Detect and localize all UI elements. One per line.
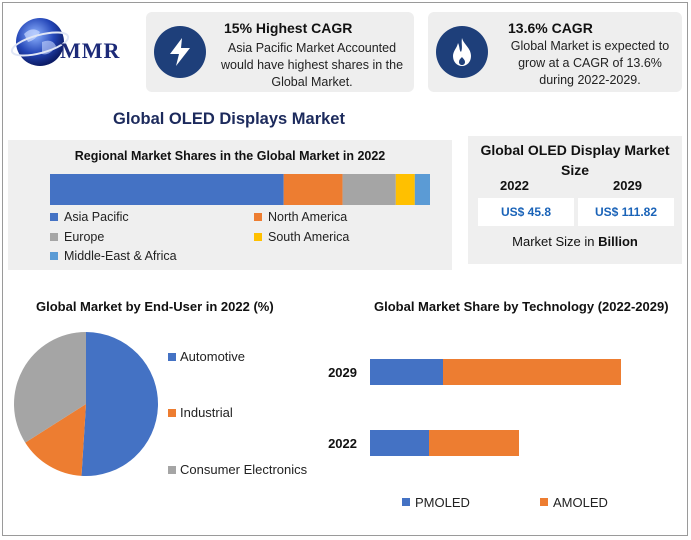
legend-item-automotive: Automotive [168,349,245,364]
legend-item-south-america: South America [254,230,349,244]
legend-swatch [168,408,176,417]
bar-amoled-2029 [443,359,621,385]
flame-icon [436,26,488,78]
logo: MMR [10,12,140,72]
legend-swatch [254,233,262,241]
market-size-title: Global OLED Display Market Size [480,142,670,178]
globe-icon [10,18,70,66]
legend-swatch [168,465,176,474]
bar-segment-asia-pacific [50,174,284,205]
market-size-value-2022: US$ 45.8 [478,198,574,226]
tick-label-2022: 2022 [328,436,357,451]
legend-label: Industrial [180,405,233,420]
legend-item-consumer-electronics: Consumer Electronics [168,462,307,477]
legend-swatch [50,213,58,221]
logo-text: MMR [60,38,121,63]
highlight-title: 15% Highest CAGR [224,20,353,36]
regional-share-panel: Regional Market Shares in the Global Mar… [8,140,452,270]
legend-swatch-pmoled [402,498,410,506]
legend-item-europe: Europe [50,230,104,244]
highlight-card-cagr-global: 13.6% CAGR Global Market is expected to … [428,12,682,92]
legend-label: Consumer Electronics [180,462,308,477]
legend-label: North America [268,210,348,224]
legend-label: Middle-East & Africa [64,249,177,263]
lightning-icon [154,26,206,78]
technology-stacked-bar-chart: 2029 2022 PMOLED AMOLED [328,359,621,510]
highlight-card-cagr-asia: 15% Highest CAGR Asia Pacific Market Acc… [146,12,414,92]
chart-title: Global Market by End-User in 2022 (%) [36,299,274,314]
pie-slice-industrial [25,404,86,476]
legend-label: Europe [64,230,105,244]
legend-swatch [254,213,262,221]
legend-item-asia-pacific: Asia Pacific [50,210,129,224]
pie-slice-automotive [81,332,159,476]
bar-amoled-2022 [429,430,519,456]
highlight-title: 13.6% CAGR [508,20,593,36]
unit-prefix: Market Size in [512,234,595,249]
bar-pmoled-2022 [370,430,429,456]
page-title: Global OLED Displays Market [113,110,345,128]
pie-slice-consumer-electronics [14,332,87,443]
bar-segment-europe [342,174,396,205]
legend-swatch-amoled [540,498,548,506]
market-size-value-2029: US$ 111.82 [578,198,674,226]
chart-title: Regional Market Shares in the Global Mar… [74,149,386,163]
legend-swatch [50,252,58,260]
legend-label: South America [268,230,350,244]
regional-stacked-bar [50,174,430,205]
legend-item-industrial: Industrial [168,405,233,420]
year-label-2029: 2029 [613,178,642,193]
bar-segment-north-america [283,174,343,205]
legend-label: Automotive [180,349,246,364]
legend-label-pmoled: PMOLED [415,495,470,510]
legend-label-amoled: AMOLED [553,495,608,510]
legend-label: Asia Pacific [64,210,129,224]
legend-item-middle-east-africa: Middle-East & Africa [50,249,177,263]
legend-item-north-america: North America [254,210,347,224]
market-size-unit: Market Size in Billion [468,234,682,249]
legend-swatch [50,233,58,241]
bar-segment-middle-east-africa [414,174,430,205]
bar-segment-south-america [395,174,415,205]
end-user-pie-chart [14,332,159,476]
market-size-panel: Global OLED Display Market Size 2022 202… [468,136,682,264]
unit-bold: Billion [598,234,638,249]
highlight-text: Asia Pacific Market Accounted would have… [220,41,404,89]
legend-swatch [168,352,176,361]
year-label-2022: 2022 [500,178,529,193]
bar-pmoled-2029 [370,359,443,385]
highlight-text: Global Market is expected to grow at a C… [510,39,670,87]
chart-title: Global Market Share by Technology (2022-… [374,299,669,314]
tick-label-2029: 2029 [328,365,357,380]
